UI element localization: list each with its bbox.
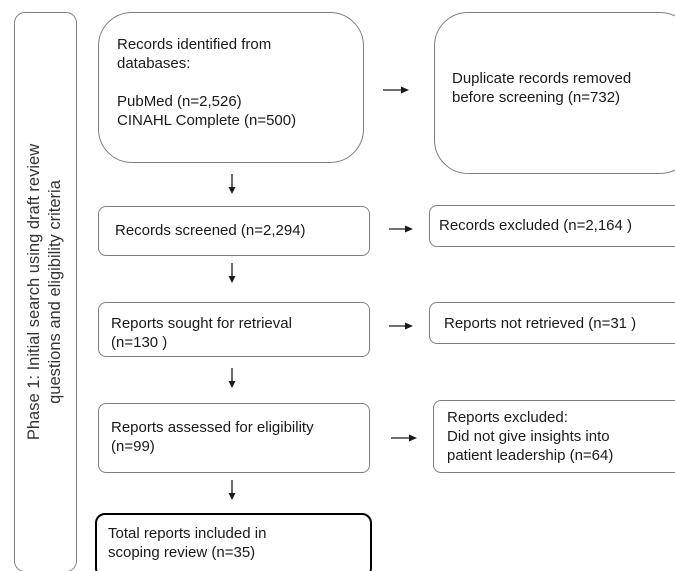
phase-label: Phase 1: Initial search using draft revi… (24, 32, 66, 552)
reports-excluded-line3: patient leadership (n=64) (447, 447, 614, 464)
records-excluded-box: Records excluded (n=2,164 ) (429, 205, 675, 247)
phase-label-line1: Phase 1: Initial search using draft revi… (25, 143, 43, 441)
reports-sought-box: Reports sought for retrieval (n=130 ) (98, 302, 370, 357)
arrow-to-included (228, 480, 236, 500)
duplicates-line2: before screening (n=732) (452, 89, 621, 106)
records-identified-line1: Records identified from (117, 36, 272, 53)
records-identified-box: Records identified from databases: PubMe… (98, 12, 364, 163)
reports-excluded-box: Reports excluded: Did not give insights … (433, 400, 675, 473)
reports-sought-line2: (n=130 ) (111, 334, 168, 351)
arrow-to-duplicates (383, 86, 409, 94)
duplicates-removed-box: Duplicate records removed before screeni… (434, 12, 675, 174)
duplicates-line1: Duplicate records removed (452, 70, 632, 87)
reports-assessed-line2: (n=99) (111, 438, 155, 455)
pubmed-count: PubMed (n=2,526) (117, 93, 242, 110)
spacer (117, 73, 363, 92)
reports-excluded-line1: Reports excluded: (447, 409, 568, 426)
reports-not-retrieved-label: Reports not retrieved (n=31 ) (444, 315, 637, 332)
reports-sought-line1: Reports sought for retrieval (111, 315, 292, 332)
arrow-to-not-retrieved (389, 322, 413, 330)
phase-panel (14, 12, 77, 571)
cinahl-count: CINAHL Complete (n=500) (117, 112, 297, 129)
records-identified-line2: databases: (117, 55, 191, 72)
reports-assessed-box: Reports assessed for eligibility (n=99) (98, 403, 370, 473)
phase-label-line2: questions and eligibility criteria (46, 180, 64, 404)
arrow-to-reports-excluded (391, 434, 417, 442)
reports-included-box: Total reports included in scoping review… (95, 513, 372, 571)
arrow-to-records-excluded (389, 225, 413, 233)
reports-assessed-line1: Reports assessed for eligibility (111, 419, 314, 436)
reports-included-line1: Total reports included in (108, 525, 267, 542)
arrow-to-sought (228, 263, 236, 283)
reports-excluded-line2: Did not give insights into (447, 428, 610, 445)
records-excluded-label: Records excluded (n=2,164 ) (439, 217, 633, 234)
arrow-to-assessed (228, 368, 236, 388)
arrow-to-screened (228, 174, 236, 194)
records-screened-box: Records screened (n=2,294) (98, 206, 370, 256)
records-screened-label: Records screened (n=2,294) (115, 222, 306, 239)
reports-included-line2: scoping review (n=35) (108, 544, 256, 561)
reports-not-retrieved-box: Reports not retrieved (n=31 ) (429, 302, 675, 344)
